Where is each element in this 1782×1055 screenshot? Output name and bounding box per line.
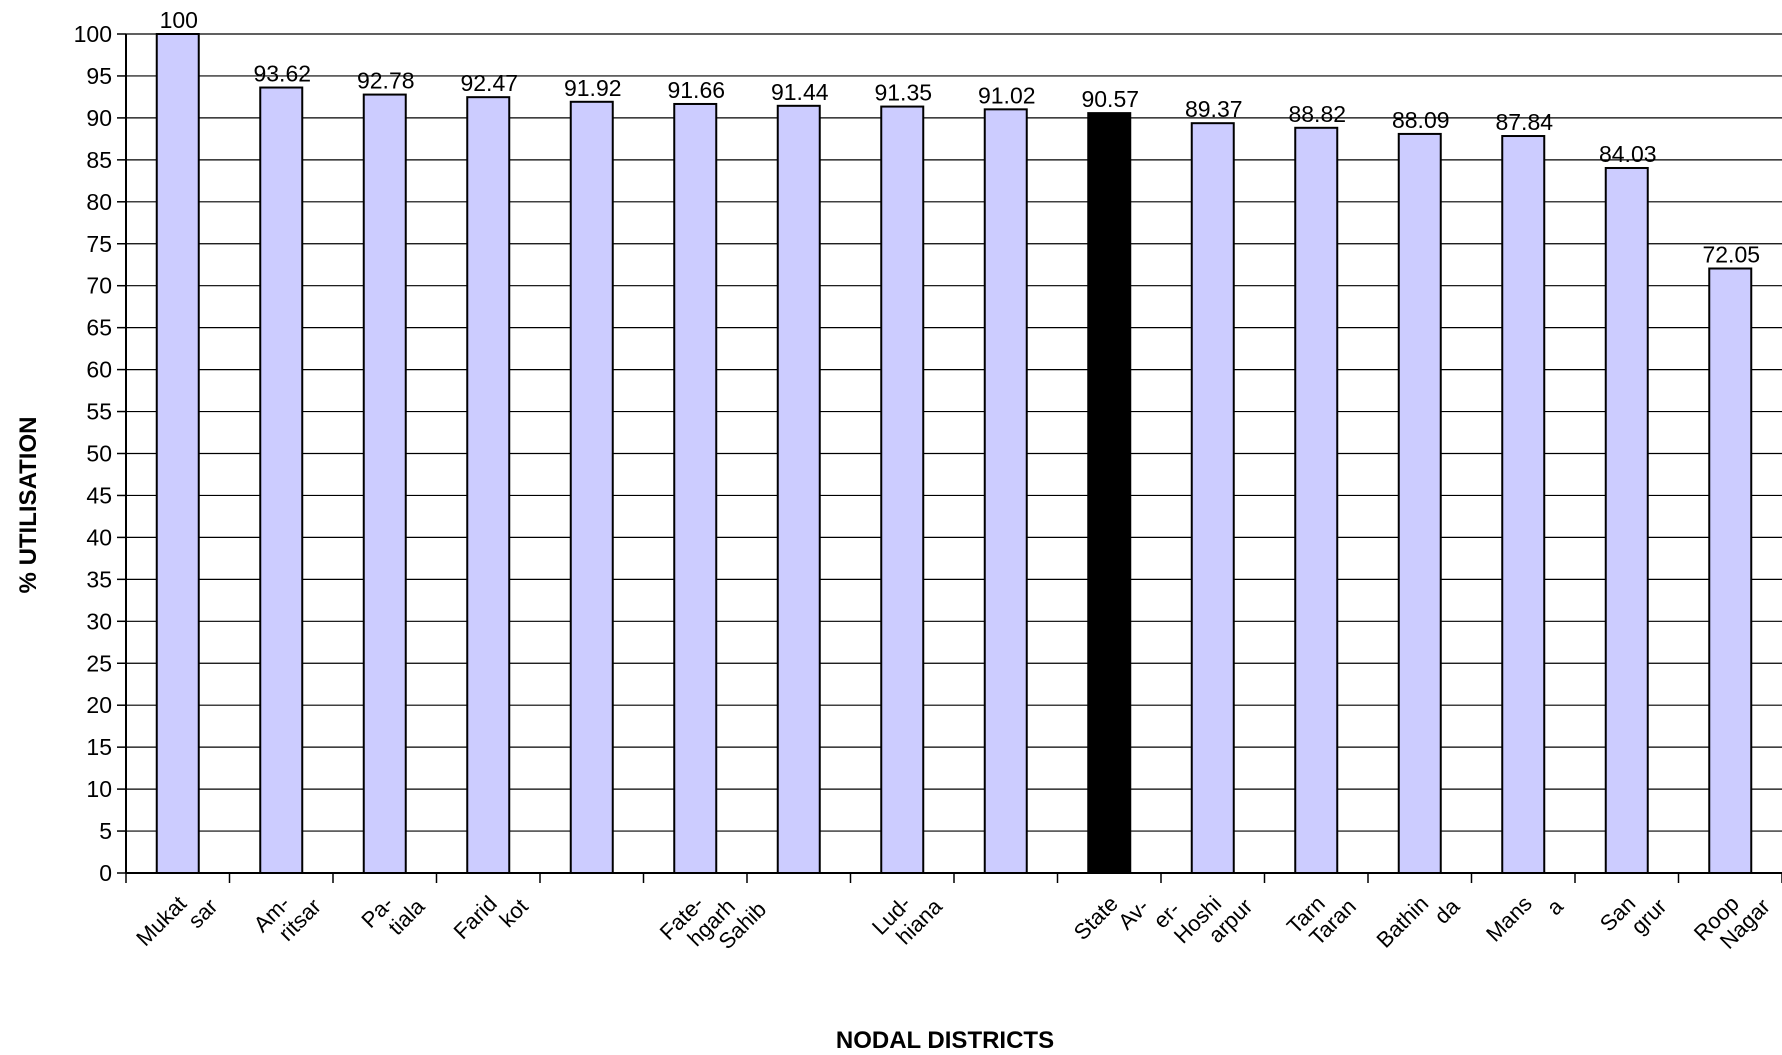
y-tick-label: 0 [99, 860, 112, 886]
bar [1294, 126, 1339, 875]
y-tick-label: 85 [86, 147, 112, 173]
category-label-line: grur [1626, 894, 1671, 939]
category-label: RoopNagar [1689, 877, 1775, 963]
bar [880, 105, 925, 875]
y-tick-label: 65 [86, 315, 112, 341]
category-label: Fate-hgarhSahib [655, 863, 771, 979]
bar [1087, 112, 1132, 875]
y-tick-label: 35 [86, 566, 112, 592]
data-label: 91.44 [771, 79, 829, 105]
y-tick-label: 10 [86, 776, 112, 802]
data-label: 91.35 [874, 80, 932, 106]
y-tick-label: 20 [86, 692, 112, 718]
category-label: Mans a [1481, 876, 1568, 963]
data-label: 89.37 [1185, 96, 1243, 122]
y-tick-label: 45 [86, 482, 112, 508]
category-label: Sangrur [1595, 877, 1671, 953]
axes [125, 34, 1782, 883]
category-label-line: Mukat [131, 891, 191, 951]
category-label-line: Bathin [1371, 891, 1433, 953]
bar [1190, 122, 1235, 874]
y-tick-label: 50 [86, 441, 112, 467]
data-label: 91.66 [667, 77, 725, 103]
y-tick-label: 75 [86, 231, 112, 257]
y-tick-labels: 0 5 10 15 20 25 30 35 40 45 50 55 60 65 70 75 80 85 90 95 10… [74, 21, 112, 886]
category-labels: Mukatsar Am-ritsar Pa-tiala Faridkot Fate-hg… [131, 863, 1775, 979]
category-label: Bathinda [1371, 876, 1464, 969]
data-label: 84.03 [1599, 141, 1657, 167]
y-tick-label: 90 [86, 105, 112, 131]
data-label: 100 [160, 7, 198, 33]
category-label-line: kot [494, 894, 532, 932]
data-label: 88.82 [1288, 101, 1346, 127]
category-label-line: Farid [449, 891, 502, 944]
bar [569, 100, 614, 874]
y-tick-label: 55 [86, 399, 112, 425]
bar [466, 96, 511, 874]
y-axis-title: % UTILISATION [15, 417, 42, 594]
y-tick-label: 70 [86, 273, 112, 299]
y-tick-label: 25 [86, 650, 112, 676]
data-label: 87.84 [1495, 109, 1553, 135]
data-label: 91.92 [564, 75, 622, 101]
data-label: 88.09 [1392, 107, 1450, 133]
bars [155, 33, 1753, 875]
bar [1708, 267, 1753, 874]
category-label: Lud-hiana [867, 876, 947, 956]
bar [1397, 132, 1442, 874]
data-label: 72.05 [1702, 242, 1760, 268]
y-tick-label: 100 [74, 21, 112, 47]
data-label: 91.02 [978, 82, 1036, 108]
category-label: Hoshiarpur [1169, 877, 1258, 966]
category-label: Am-ritsar [249, 877, 326, 954]
category-label-line: Av- [1113, 894, 1154, 935]
bar [673, 102, 718, 875]
bar [1501, 135, 1546, 874]
category-label-line: sar [183, 894, 222, 933]
category-label-line: a [1542, 893, 1569, 920]
data-labels: 100 93.62 92.78 92.47 91.92 91.66 91.44 91.35 91… [160, 7, 1760, 268]
y-tick-label: 95 [86, 63, 112, 89]
y-tick-label: 40 [86, 524, 112, 550]
category-label: TarnTaran [1282, 877, 1361, 956]
y-tick-label: 15 [86, 734, 112, 760]
bar [155, 33, 200, 874]
bar [983, 108, 1028, 874]
data-label: 92.78 [357, 68, 415, 94]
bar [776, 104, 821, 874]
bar [259, 86, 304, 874]
y-tick-label: 5 [99, 818, 112, 844]
category-label: Mukatsar [131, 877, 222, 968]
bar [362, 93, 407, 874]
category-label: StateAv-er- [1069, 863, 1185, 979]
y-tick-label: 80 [86, 189, 112, 215]
bar [1604, 166, 1649, 875]
category-label: Faridkot [449, 877, 533, 961]
y-tick-label: 30 [86, 608, 112, 634]
category-label-line: Mans [1481, 891, 1537, 947]
data-label: 92.47 [460, 70, 518, 96]
y-tick-label: 60 [86, 357, 112, 383]
category-label: Pa-tiala [356, 876, 430, 950]
data-label: 93.62 [253, 61, 311, 87]
category-label-line: da [1429, 893, 1465, 929]
data-label: 90.57 [1081, 86, 1139, 112]
x-axis-title: NODAL DISTRICTS [836, 1027, 1054, 1054]
category-label-line: tiala [383, 893, 430, 940]
